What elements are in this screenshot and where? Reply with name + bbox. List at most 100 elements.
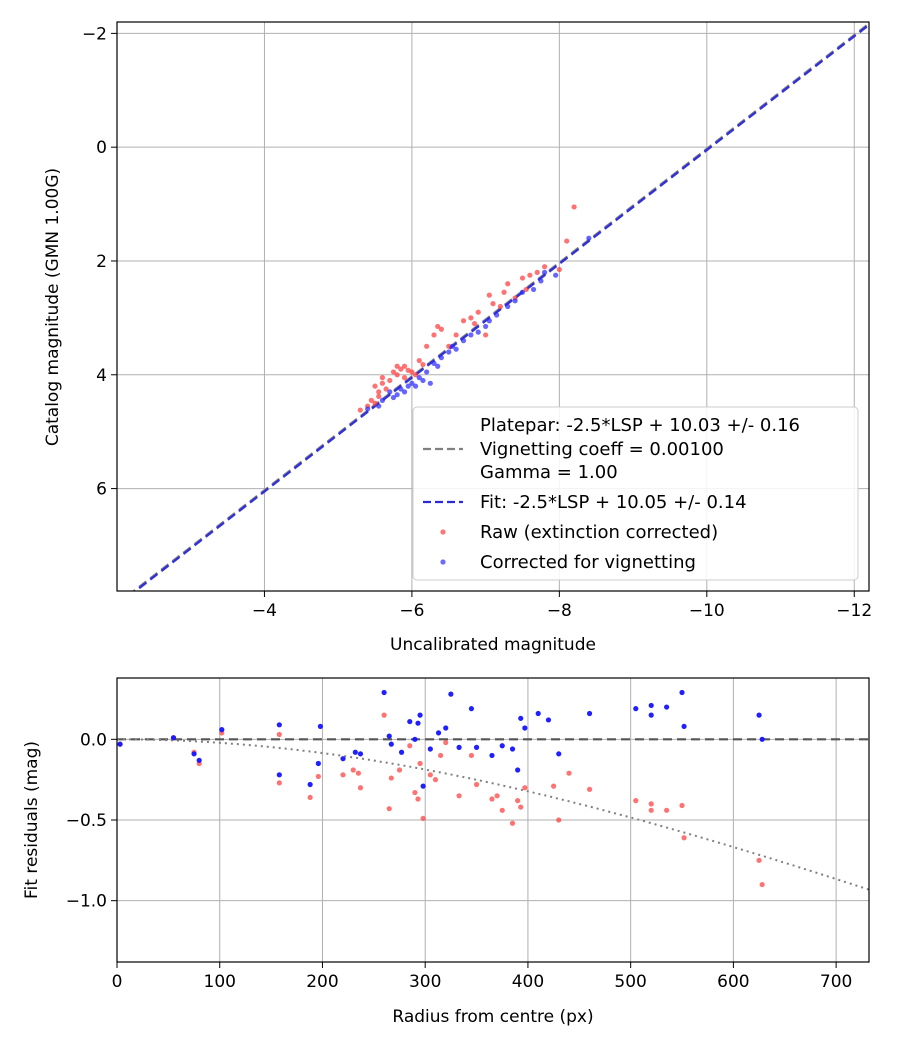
bottom-raw-point [518,804,524,810]
bottom-raw-point [350,767,356,773]
bottom-raw-point [438,752,444,759]
bottom-corrected-point [388,741,394,747]
bottom-corrected-point [196,757,202,763]
bottom-corrected-point [435,730,442,736]
legend-box [412,406,859,581]
bottom-raw-point [586,786,593,792]
top-raw-point [431,332,437,338]
top-corrected-point [398,386,404,392]
bottom-reference-lines [117,738,869,891]
bottom-raw-point [648,807,654,813]
bottom-x-tick-label: 0 [112,972,123,992]
bottom-scatter-points [117,689,765,888]
bottom-corrected-point [117,741,123,747]
top-raw-point [372,383,378,389]
legend-fit-label: Fit: -2.5*LSP + 10.05 +/- 0.14 [480,492,747,513]
calibration-chart: −4 −6 −8 −10 −12 −2 0 2 4 6 Uncalibrated magnitu… [43,21,872,655]
bottom-raw-point [396,767,403,773]
bottom-vignetting-curve [117,738,869,891]
top-corrected-point [379,397,386,403]
top-raw-point [401,363,408,369]
bottom-corrected-point [352,749,358,755]
top-corrected-point [542,269,548,275]
bottom-corrected-point [443,725,449,731]
top-raw-point [486,292,492,298]
top-raw-point [401,375,408,381]
bottom-raw-point [522,785,528,791]
top-raw-point [383,386,389,392]
bottom-y-ticks: 0.0 −0.5 −1.0 [66,730,117,912]
bottom-raw-point [420,815,426,821]
bottom-raw-point [340,772,346,778]
top-raw-point [453,332,459,338]
top-corrected-point [483,323,489,330]
top-corrected-point [431,360,437,366]
top-corrected-point [412,383,419,389]
legend-platepar-line1: Platepar: -2.5*LSP + 10.03 +/- 0.16 [480,415,800,436]
bottom-raw-point [633,798,639,804]
top-raw-point [416,357,422,364]
top-y-ticks: −2 0 2 4 6 [82,24,117,500]
top-raw-point [564,238,570,244]
bottom-x-tick-label: 500 [614,972,646,992]
top-raw-point [394,363,400,369]
bottom-corrected-point [407,718,413,725]
top-raw-point [475,309,481,315]
top-corrected-point [435,363,441,369]
top-raw-point [420,361,426,368]
top-raw-point [490,301,496,307]
top-x-tick-label: −12 [836,601,872,621]
top-raw-point [542,264,548,270]
bottom-raw-point [443,739,449,746]
top-corrected-point [405,383,411,389]
bottom-y-tick-label: −0.5 [66,811,107,831]
bottom-corrected-point [448,691,454,697]
bottom-raw-point [509,820,516,826]
bottom-raw-point [556,817,562,823]
bottom-y-axis-label: Fit residuals (mag) [22,741,42,899]
top-raw-point [424,343,430,349]
bottom-raw-point [412,789,418,796]
bottom-raw-point [381,712,387,718]
bottom-x-axis-label: Radius from centre (px) [392,1007,593,1027]
top-corrected-point [468,332,474,338]
bottom-corrected-point [412,736,418,742]
bottom-corrected-point [340,756,346,762]
top-raw-point [523,286,529,293]
bottom-raw-point [759,881,765,888]
bottom-raw-point [355,770,362,776]
bottom-raw-point [681,835,687,841]
top-corrected-point [475,329,481,335]
top-raw-point [387,377,393,384]
bottom-corrected-point [468,706,475,712]
bottom-raw-point [407,743,413,749]
bottom-corrected-point [545,717,552,723]
bottom-corrected-point [535,710,541,717]
top-raw-point [376,393,382,400]
top-corrected-point [420,377,426,384]
bottom-corrected-point [556,751,562,757]
bottom-raw-point [456,793,462,799]
bottom-corrected-point [315,760,321,767]
legend-raw-label: Raw (extinction corrected) [480,522,718,543]
top-corrected-point [365,406,371,412]
bottom-raw-point [427,772,433,778]
top-x-tick-label: −10 [689,601,725,621]
bottom-raw-point [566,770,572,776]
bottom-corrected-point [679,689,685,696]
bottom-corrected-point [420,783,426,789]
bottom-raw-point [357,785,364,791]
bottom-corrected-point [307,781,313,788]
top-fit-line [133,23,869,591]
top-corrected-point [512,298,518,304]
bottom-x-tick-label: 100 [204,972,236,992]
bottom-corrected-point [415,720,421,726]
top-corrected-point [494,312,500,318]
top-raw-point [534,269,540,275]
top-raw-point [519,275,526,281]
top-corrected-point [519,289,526,295]
top-raw-point [435,323,441,330]
bottom-raw-point [473,781,480,788]
bottom-x-tick-label: 200 [306,972,338,992]
